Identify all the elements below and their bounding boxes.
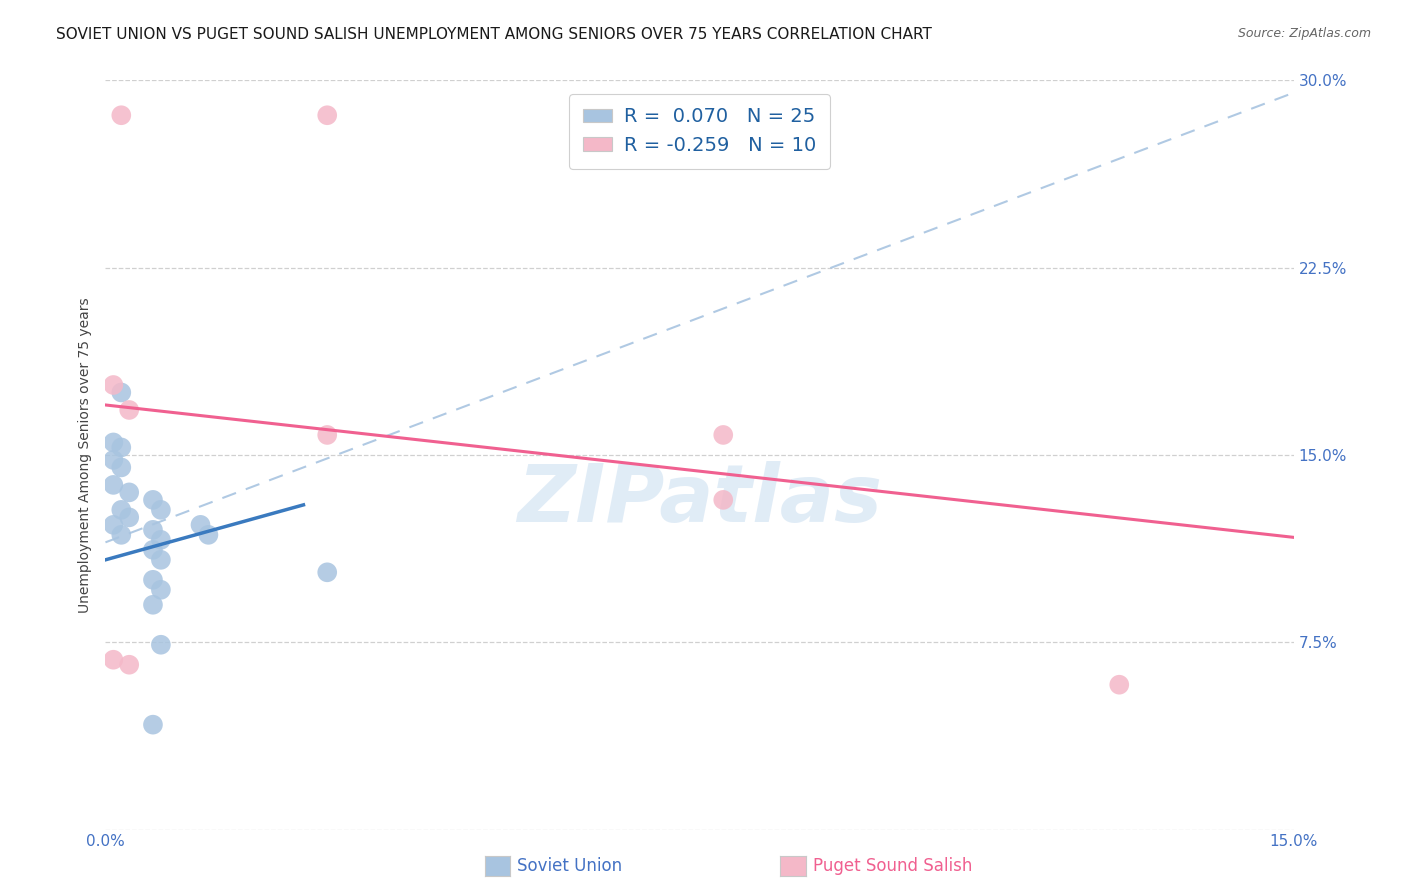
Text: Puget Sound Salish: Puget Sound Salish bbox=[813, 857, 972, 875]
Point bbox=[142, 523, 165, 537]
Point bbox=[142, 598, 165, 612]
Point bbox=[103, 478, 125, 492]
Point bbox=[142, 542, 165, 557]
Point bbox=[149, 533, 172, 547]
Text: SOVIET UNION VS PUGET SOUND SALISH UNEMPLOYMENT AMONG SENIORS OVER 75 YEARS CORR: SOVIET UNION VS PUGET SOUND SALISH UNEMP… bbox=[56, 27, 932, 42]
Point bbox=[1108, 678, 1130, 692]
Point bbox=[118, 485, 141, 500]
Legend: R =  0.070   N = 25, R = -0.259   N = 10: R = 0.070 N = 25, R = -0.259 N = 10 bbox=[569, 94, 830, 169]
Y-axis label: Unemployment Among Seniors over 75 years: Unemployment Among Seniors over 75 years bbox=[77, 297, 91, 613]
Point bbox=[711, 492, 734, 507]
Point bbox=[110, 385, 132, 400]
Point bbox=[118, 403, 141, 417]
Point bbox=[118, 657, 141, 672]
Point bbox=[142, 717, 165, 731]
Point bbox=[197, 528, 219, 542]
Point bbox=[149, 638, 172, 652]
Point bbox=[149, 553, 172, 567]
Point bbox=[142, 573, 165, 587]
Text: Source: ZipAtlas.com: Source: ZipAtlas.com bbox=[1237, 27, 1371, 40]
Point bbox=[103, 378, 125, 392]
Point bbox=[142, 492, 165, 507]
Point bbox=[149, 582, 172, 597]
Point bbox=[316, 428, 339, 442]
Point bbox=[118, 510, 141, 524]
Point bbox=[316, 108, 339, 122]
Point bbox=[103, 435, 125, 450]
Point bbox=[103, 653, 125, 667]
Point bbox=[103, 517, 125, 532]
Point bbox=[110, 503, 132, 517]
Point bbox=[190, 517, 212, 532]
Point bbox=[316, 566, 339, 580]
Point bbox=[149, 503, 172, 517]
Point bbox=[110, 460, 132, 475]
Point bbox=[110, 441, 132, 455]
Point bbox=[110, 528, 132, 542]
Point bbox=[103, 453, 125, 467]
Point bbox=[110, 108, 132, 122]
Text: ZIPatlas: ZIPatlas bbox=[517, 461, 882, 539]
Text: Soviet Union: Soviet Union bbox=[517, 857, 623, 875]
Point bbox=[711, 428, 734, 442]
